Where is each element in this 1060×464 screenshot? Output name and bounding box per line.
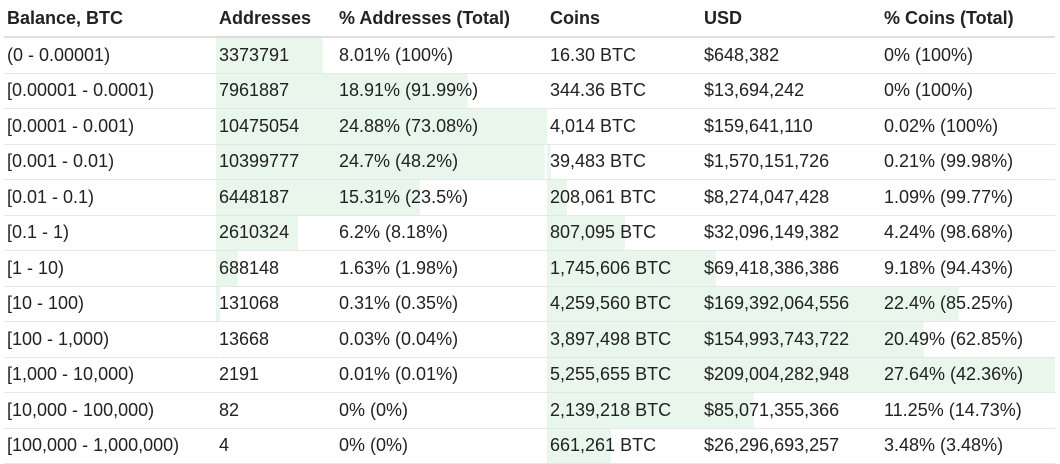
- table-row: [0.01 - 0.1) 6448187 15.31% (23.5%) 208,061…: [4, 179, 1055, 216]
- cell-addresses: 7961887: [216, 73, 336, 109]
- cell-usd: $85,071,355,366: [701, 392, 881, 429]
- cell-addresses: 4: [216, 428, 336, 464]
- header-row: Balance, BTC Addresses % Addresses (Tota…: [4, 0, 1055, 38]
- cell-pct-coins: 9.18% (94.43%): [881, 250, 1055, 287]
- cell-coins: 16.30 BTC: [547, 37, 701, 74]
- table-row: [0.0001 - 0.001) 10475054 24.88% (73.08%) 4…: [4, 108, 1055, 145]
- table-row: [1,000 - 10,000) 2191 0.01% (0.01%) 5,255,6…: [4, 357, 1055, 393]
- cell-pct-coins: 20.49% (62.85%): [881, 321, 1055, 358]
- cell-pct-addresses: 24.88% (73.08%): [336, 108, 547, 145]
- cell-coins: 807,095 BTC: [547, 215, 701, 251]
- table-row: [10 - 100) 131068 0.31% (0.35%) 4,259,560 B…: [4, 286, 1055, 322]
- cell-coins: 39,483 BTC: [547, 144, 701, 180]
- table-row: [0.1 - 1) 2610324 6.2% (8.18%) 807,095 BTC $…: [4, 215, 1055, 251]
- cell-addresses: 131068: [216, 286, 336, 322]
- cell-balance: [1,000 - 10,000): [4, 357, 216, 393]
- table-body: (0 - 0.00001) 3373791 8.01% (100%) 16.30 BT…: [4, 37, 1055, 464]
- cell-balance: [100 - 1,000): [4, 321, 216, 358]
- table-row: [100 - 1,000) 13668 0.03% (0.04%) 3,897,498…: [4, 321, 1055, 358]
- cell-pct-coins: 0.21% (99.98%): [881, 144, 1055, 180]
- cell-addresses: 82: [216, 392, 336, 429]
- cell-coins: 661,261 BTC: [547, 428, 701, 464]
- cell-pct-coins: 11.25% (14.73%): [881, 392, 1055, 429]
- cell-pct-addresses: 0.31% (0.35%): [336, 286, 547, 322]
- cell-usd: $169,392,064,556: [701, 286, 881, 322]
- header-addresses[interactable]: Addresses: [216, 0, 336, 38]
- cell-balance: [100,000 - 1,000,000): [4, 428, 216, 464]
- cell-coins: 344.36 BTC: [547, 73, 701, 109]
- cell-coins: 1,745,606 BTC: [547, 250, 701, 287]
- cell-pct-coins: 0% (100%): [881, 37, 1055, 74]
- cell-coins: 4,014 BTC: [547, 108, 701, 145]
- header-pct-coins[interactable]: % Coins (Total): [881, 0, 1055, 38]
- header-coins[interactable]: Coins: [547, 0, 701, 38]
- header-balance[interactable]: Balance, BTC: [4, 0, 216, 38]
- cell-balance: [10,000 - 100,000): [4, 392, 216, 429]
- cell-usd: $69,418,386,386: [701, 250, 881, 287]
- cell-usd: $13,694,242: [701, 73, 881, 109]
- cell-usd: $32,096,149,382: [701, 215, 881, 251]
- table-row: [0.001 - 0.01) 10399777 24.7% (48.2%) 39,48…: [4, 144, 1055, 180]
- balance-distribution-table: Balance, BTC Addresses % Addresses (Tota…: [4, 0, 1055, 464]
- cell-pct-addresses: 24.7% (48.2%): [336, 144, 547, 180]
- table-row: [0.00001 - 0.0001) 7961887 18.91% (91.99%)…: [4, 73, 1055, 109]
- cell-balance: [1 - 10): [4, 250, 216, 287]
- cell-addresses: 10399777: [216, 144, 336, 180]
- cell-balance: [0.0001 - 0.001): [4, 108, 216, 145]
- cell-coins: 5,255,655 BTC: [547, 357, 701, 393]
- table-row: (0 - 0.00001) 3373791 8.01% (100%) 16.30 BT…: [4, 37, 1055, 74]
- cell-addresses: 6448187: [216, 179, 336, 216]
- cell-coins: 3,897,498 BTC: [547, 321, 701, 358]
- cell-pct-coins: 3.48% (3.48%): [881, 428, 1055, 464]
- cell-balance: [0.001 - 0.01): [4, 144, 216, 180]
- cell-pct-coins: 4.24% (98.68%): [881, 215, 1055, 251]
- table-row: [1 - 10) 688148 1.63% (1.98%) 1,745,606 BTC…: [4, 250, 1055, 287]
- cell-usd: $159,641,110: [701, 108, 881, 145]
- cell-pct-addresses: 0.03% (0.04%): [336, 321, 547, 358]
- cell-pct-coins: 0.02% (100%): [881, 108, 1055, 145]
- cell-balance: [0.00001 - 0.0001): [4, 73, 216, 109]
- cell-pct-addresses: 0% (0%): [336, 428, 547, 464]
- cell-usd: $209,004,282,948: [701, 357, 881, 393]
- cell-addresses: 2610324: [216, 215, 336, 251]
- cell-usd: $154,993,743,722: [701, 321, 881, 358]
- cell-addresses: 688148: [216, 250, 336, 287]
- cell-pct-addresses: 0.01% (0.01%): [336, 357, 547, 393]
- cell-pct-coins: 27.64% (42.36%): [881, 357, 1055, 393]
- cell-pct-addresses: 8.01% (100%): [336, 37, 547, 74]
- table-row: [10,000 - 100,000) 82 0% (0%) 2,139,218 BTC…: [4, 392, 1055, 429]
- cell-addresses: 2191: [216, 357, 336, 393]
- cell-balance: [10 - 100): [4, 286, 216, 322]
- cell-usd: $8,274,047,428: [701, 179, 881, 216]
- header-pct-addresses[interactable]: % Addresses (Total): [336, 0, 547, 38]
- cell-pct-addresses: 15.31% (23.5%): [336, 179, 547, 216]
- cell-pct-coins: 1.09% (99.77%): [881, 179, 1055, 216]
- table-row: [100,000 - 1,000,000) 4 0% (0%) 661,261 BTC…: [4, 428, 1055, 464]
- cell-addresses: 10475054: [216, 108, 336, 145]
- cell-pct-coins: 0% (100%): [881, 73, 1055, 109]
- cell-pct-coins: 22.4% (85.25%): [881, 286, 1055, 322]
- header-usd[interactable]: USD: [701, 0, 881, 38]
- cell-balance: [0.01 - 0.1): [4, 179, 216, 216]
- cell-coins: 4,259,560 BTC: [547, 286, 701, 322]
- cell-balance: (0 - 0.00001): [4, 37, 216, 74]
- cell-coins: 2,139,218 BTC: [547, 392, 701, 429]
- cell-pct-addresses: 18.91% (91.99%): [336, 73, 547, 109]
- cell-pct-addresses: 0% (0%): [336, 392, 547, 429]
- cell-pct-addresses: 1.63% (1.98%): [336, 250, 547, 287]
- cell-addresses: 3373791: [216, 37, 336, 74]
- cell-usd: $26,296,693,257: [701, 428, 881, 464]
- cell-usd: $648,382: [701, 37, 881, 74]
- cell-usd: $1,570,151,726: [701, 144, 881, 180]
- cell-addresses: 13668: [216, 321, 336, 358]
- cell-coins: 208,061 BTC: [547, 179, 701, 216]
- cell-balance: [0.1 - 1): [4, 215, 216, 251]
- cell-pct-addresses: 6.2% (8.18%): [336, 215, 547, 251]
